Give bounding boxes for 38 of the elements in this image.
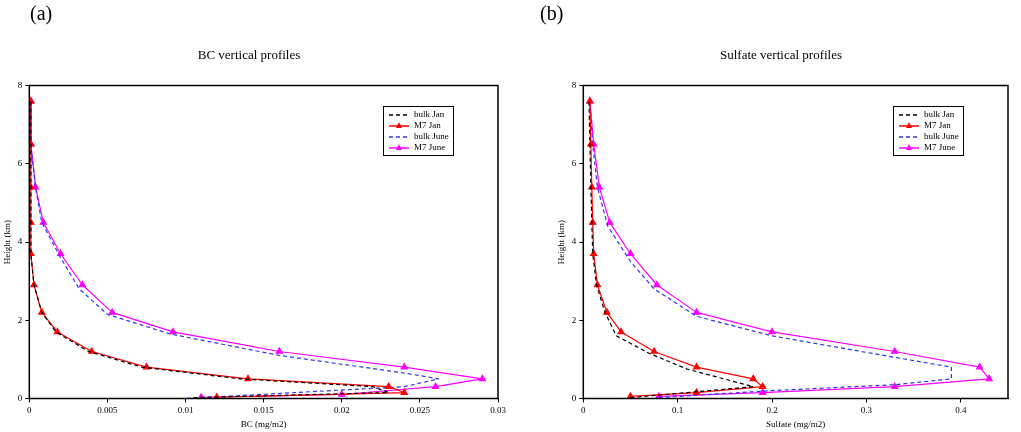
x-tick-label: 0.02: [333, 405, 350, 416]
x-axis-title: BC (mg/m2): [240, 418, 287, 429]
y-axis-title: Height (km): [1, 219, 12, 265]
x-tick-label: 0.4: [955, 405, 967, 416]
x-tick-label: 0.015: [253, 405, 275, 416]
x-tick-label: 0.1: [672, 405, 684, 416]
legend-label: bulk June: [414, 130, 449, 142]
legend-label: bulk June: [924, 130, 959, 142]
x-axis-title: Sulfate (mg/m2): [766, 418, 826, 429]
y-tick-label: 2: [571, 314, 577, 325]
y-tick-label: 8: [571, 79, 577, 90]
x-tick-label: 0.2: [766, 405, 778, 416]
chart-title: BC vertical profiles: [197, 47, 301, 63]
x-tick-label: 0.005: [97, 405, 119, 416]
x-tick-label: 0.3: [860, 405, 873, 416]
legend-label: M7 June: [924, 141, 956, 153]
x-tick-label: 0.025: [409, 405, 431, 416]
legend-label: M7 Jan: [924, 119, 951, 131]
x-tick-label: 0.01: [177, 405, 194, 416]
chart-title: Sulfate vertical profiles: [719, 47, 843, 63]
legend-label: bulk Jan: [924, 108, 955, 120]
legend-label: M7 Jan: [414, 119, 441, 131]
text: (b): [540, 2, 564, 25]
y-tick-label: 0: [571, 392, 577, 403]
legend-label: M7 June: [414, 141, 446, 153]
y-tick-label: 6: [571, 158, 577, 169]
y-tick-label: 6: [17, 158, 23, 169]
y-tick-label: 0: [17, 392, 23, 403]
y-tick-label: 4: [571, 236, 577, 247]
y-tick-label: 8: [17, 79, 23, 90]
y-tick-label: 2: [17, 314, 23, 325]
text: (a): [30, 2, 53, 25]
legend-label: bulk Jan: [414, 108, 445, 120]
x-tick-label: 0: [27, 405, 33, 416]
y-axis-title: Height (km): [555, 219, 566, 265]
y-tick-label: 4: [17, 236, 23, 247]
x-tick-label: 0: [581, 405, 587, 416]
x-tick-label: 0.03: [490, 405, 507, 416]
